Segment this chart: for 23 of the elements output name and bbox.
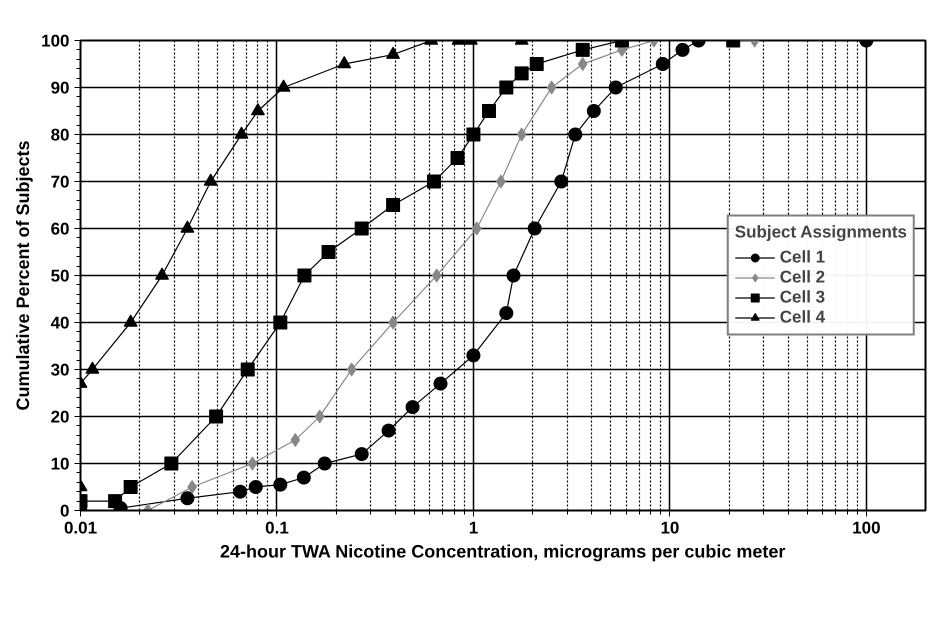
x-tick-label: 0.1 xyxy=(265,518,289,538)
y-tick-label: 30 xyxy=(50,360,70,380)
legend-label: Cell 4 xyxy=(780,308,826,328)
legend-title: Subject Assignments xyxy=(734,222,907,242)
legend-label: Cell 1 xyxy=(780,248,826,268)
y-tick-label: 80 xyxy=(50,126,70,144)
y-tick-label: 90 xyxy=(50,78,70,98)
y-tick-label: 100 xyxy=(41,32,70,50)
y-tick-label: 70 xyxy=(50,172,70,192)
y-tick-label: 20 xyxy=(50,408,70,426)
y-tick-label: 60 xyxy=(50,220,70,238)
y-tick-label: 40 xyxy=(50,314,70,332)
legend-label: Cell 3 xyxy=(780,288,826,308)
legend-label: Cell 2 xyxy=(780,268,826,288)
y-tick-label: 50 xyxy=(50,266,70,286)
y-axis-title: Cumulative Percent of Subjects xyxy=(13,140,34,411)
x-tick-label: 0.01 xyxy=(64,518,98,538)
x-axis-title: 24-hour TWA Nicotine Concentration, micrograms per cubic meter xyxy=(220,542,786,562)
y-tick-label: 0 xyxy=(60,502,70,520)
x-tick-label: 1 xyxy=(468,518,478,538)
x-tick-label: 10 xyxy=(660,518,680,538)
x-tick-label: 100 xyxy=(852,518,881,538)
y-tick-label: 10 xyxy=(50,454,70,474)
